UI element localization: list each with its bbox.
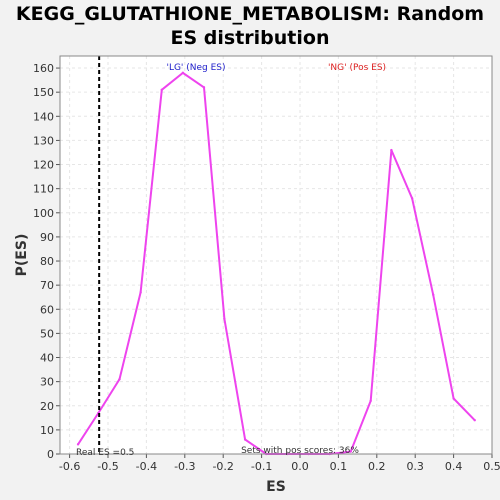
real-es-label: Real ES =0.5 [76,448,134,458]
y-tick-label: 60 [40,303,54,316]
chart-title-line1: KEGG_GLUTATHIONE_METABOLISM: Random [15,3,485,25]
data-point [349,450,352,453]
x-axis-title: ES [266,479,286,495]
y-tick-label: 20 [40,400,54,413]
y-tick-label: 30 [40,376,54,389]
y-tick-label: 100 [33,207,54,220]
data-point [118,378,121,381]
pos-scores-label: Sets with pos scores: 36% [241,446,359,456]
y-tick-label: 150 [33,86,54,99]
x-tick-label: 0.0 [291,460,309,473]
plot-frame [59,55,493,455]
data-point [432,293,435,296]
x-tick-label: -0.4 [136,460,157,473]
x-tick-label: 0.3 [406,460,424,473]
x-tick-label: -0.5 [97,460,118,473]
y-tick-label: 160 [33,62,54,75]
y-axis-title: P(ES) [14,234,30,277]
pos-es-label: 'NG' (Pos ES) [328,63,386,73]
data-point [390,148,393,152]
plot-area [60,56,492,454]
y-tick-label: 90 [40,231,54,244]
data-point [76,443,80,446]
x-tick-label: 0.1 [330,460,348,473]
data-point [473,419,476,422]
x-tick-label: 0.5 [483,460,500,473]
x-tick-label: -0.3 [174,460,195,473]
y-tick-label: 50 [40,327,54,340]
data-point [243,438,247,441]
x-tick-label: 0.2 [368,460,386,473]
data-point [410,197,414,200]
data-point [202,86,206,89]
y-tick-label: 110 [33,183,54,196]
y-tick-label: 10 [40,424,54,437]
x-tick-label: -0.1 [251,460,272,473]
y-tick-label: 0 [47,448,54,461]
data-point [139,291,142,294]
y-tick-label: 120 [33,159,54,172]
y-tick-label: 140 [33,110,54,123]
y-tick-label: 130 [33,134,54,147]
x-tick-label: -0.6 [59,460,80,473]
x-tick-label: 0.4 [445,460,463,473]
x-tick-label: -0.2 [212,460,233,473]
y-tick-label: 70 [40,279,54,292]
y-tick-label: 40 [40,352,54,365]
data-point [369,399,372,403]
data-point [181,71,185,75]
chart-title-line2: ES distribution [170,27,330,49]
data-point [160,88,163,91]
data-point [452,397,455,400]
neg-es-label: 'LG' (Neg ES) [166,63,225,73]
y-tick-label: 80 [40,255,54,268]
chart-title: KEGG_GLUTATHIONE_METABOLISM: Random ES d… [0,2,500,50]
data-point [223,317,226,321]
